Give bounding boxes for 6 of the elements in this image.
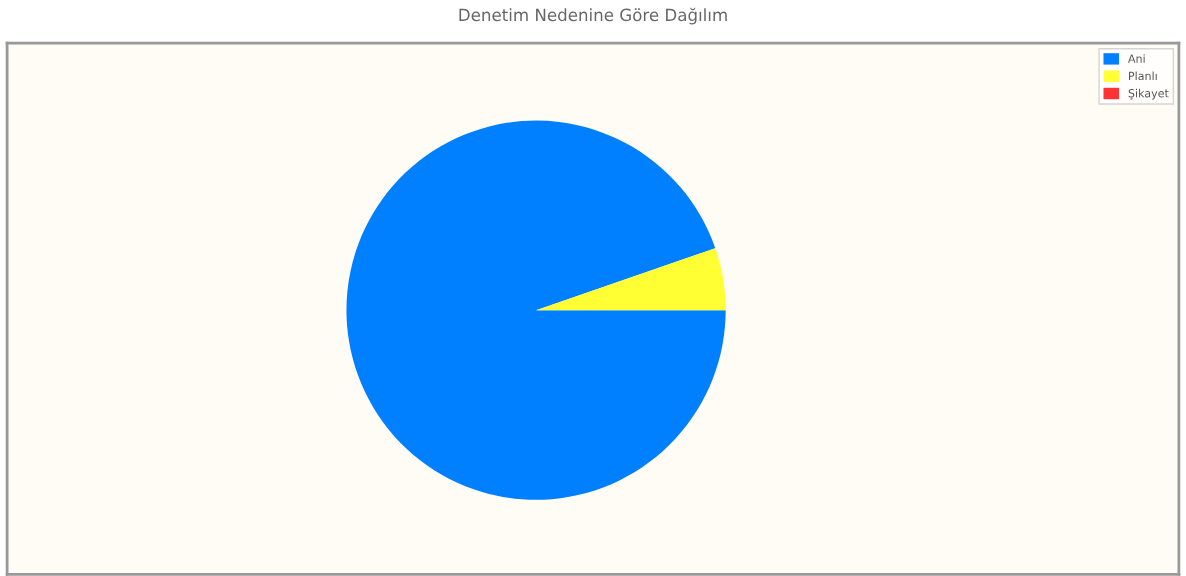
- pie-slice: [536, 248, 726, 311]
- pie-slice: [346, 120, 726, 500]
- chart-title: Denetim Nedenine Göre Dağılım: [459, 7, 727, 25]
- legend-label: Şikayet: [1128, 88, 1169, 100]
- legend-label: Ani: [1128, 54, 1145, 63]
- legend-label: Planlı: [1129, 71, 1157, 81]
